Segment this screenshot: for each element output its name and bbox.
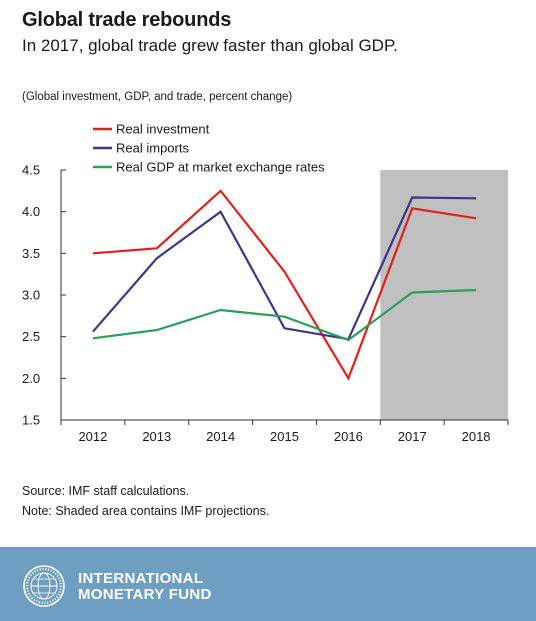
legend-label-2: Real imports (116, 141, 189, 156)
y-tick-label: 2.5 (22, 329, 40, 344)
x-tick-label: 2018 (462, 429, 491, 444)
source-note: Source: IMF staff calculations. (22, 484, 190, 498)
y-tick-label: 4.0 (22, 204, 40, 219)
y-tick-label: 4.5 (22, 163, 40, 178)
y-tick-label: 3.0 (22, 288, 40, 303)
line-chart: 1.5 2.0 2.5 3.0 3.5 4.0 4.5 2012 2013 2014 2015 201… (22, 122, 509, 444)
x-tick-label: 2014 (206, 429, 235, 444)
y-tick-label: 2.0 (22, 371, 40, 386)
x-tick-label: 2013 (142, 429, 171, 444)
y-tick-label: 1.5 (22, 413, 40, 428)
x-tick-label: 2012 (78, 429, 107, 444)
x-tick-label: 2017 (398, 429, 427, 444)
chart-title: Global trade rebounds (22, 9, 232, 31)
org-name-line1: INTERNATIONAL (78, 570, 204, 587)
org-name-line2: MONETARY FUND (78, 586, 212, 603)
series-line-2 (92, 196, 477, 341)
legend-label-1: Real investment (116, 122, 210, 137)
y-tick-label: 3.5 (22, 246, 40, 261)
x-tick-label: 2015 (270, 429, 299, 444)
units-label: (Global investment, GDP, and trade, perc… (22, 91, 293, 103)
imf-seal-icon (23, 565, 65, 607)
footer-bar: INTERNATIONAL MONETARY FUND (0, 547, 536, 621)
series-line-3 (92, 288, 477, 342)
org-name: INTERNATIONAL MONETARY FUND (78, 571, 212, 603)
chart-notes: Source: IMF staff calculations. Note: Sh… (22, 481, 269, 521)
x-tick-label: 2016 (334, 429, 363, 444)
chart-subtitle: In 2017, global trade grew faster than g… (22, 36, 398, 55)
series-line-1 (92, 189, 477, 381)
legend-label-3: Real GDP at market exchange rates (116, 160, 325, 175)
projection-shaded-area (380, 170, 508, 420)
projection-note: Note: Shaded area contains IMF projectio… (22, 504, 270, 518)
